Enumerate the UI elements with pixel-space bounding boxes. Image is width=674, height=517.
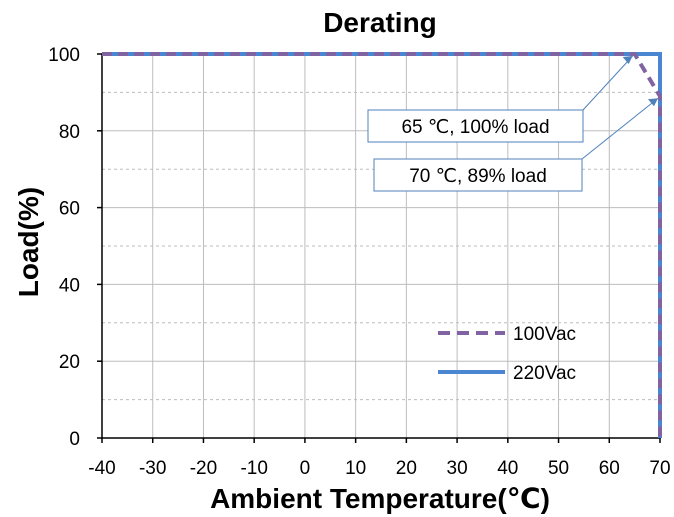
annotation-box	[367, 109, 584, 143]
legend-label: 100Vac	[513, 324, 576, 345]
y-tick-labels: 0 20 40 60 80 100	[48, 45, 102, 450]
x-axis-label: Ambient Temperature(℃)	[210, 483, 550, 514]
annotation-arrowhead	[648, 98, 658, 107]
y-tick-label: 40	[59, 275, 80, 296]
annotations: 65 ℃, 100% load 70 ℃, 89% load	[367, 55, 659, 192]
x-tick-label: -40	[88, 458, 115, 479]
x-tick-label: 70	[649, 458, 670, 479]
x-tick-labels: -40 -30 -20 -10 0 10 20 30 40 50 60 70	[88, 438, 671, 479]
annotation-text: 70 ℃, 89% load	[409, 166, 547, 187]
x-tick-label: 30	[447, 458, 468, 479]
y-tick-label: 80	[59, 122, 80, 143]
y-axis-label: Load(%)	[13, 187, 44, 297]
series-line-100vac	[102, 52, 662, 438]
x-tick-label: -10	[240, 458, 267, 479]
annotation-box	[373, 158, 583, 192]
legend-label: 220Vac	[513, 363, 576, 384]
x-tick-label: 50	[548, 458, 569, 479]
x-tick-label: -20	[190, 458, 217, 479]
annotation-arrowhead	[622, 56, 633, 64]
x-tick-label: 20	[396, 458, 417, 479]
legend: 100Vac 220Vac	[438, 324, 576, 384]
annotation-leader	[581, 97, 659, 160]
y-tick-label: 60	[59, 199, 80, 220]
x-tick-label: 40	[497, 458, 518, 479]
x-tick-label: 0	[300, 458, 311, 479]
y-tick-label: 20	[59, 352, 80, 373]
series-lines	[102, 52, 662, 438]
x-tick-label: 60	[599, 458, 620, 479]
y-tick-label: 100	[48, 45, 80, 66]
x-tick-label: 10	[345, 458, 366, 479]
annotation-leader	[582, 55, 634, 111]
chart-title: Derating	[323, 7, 437, 38]
y-tick-label: 0	[69, 429, 80, 450]
annotation-text: 65 ℃, 100% load	[401, 117, 549, 138]
x-tick-label: -30	[139, 458, 166, 479]
